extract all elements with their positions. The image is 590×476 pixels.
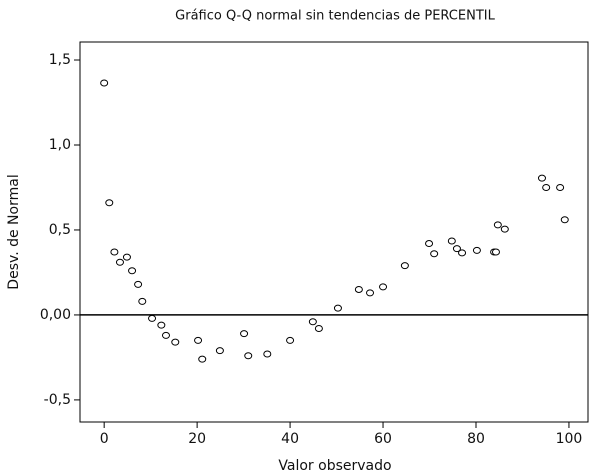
point bbox=[425, 240, 434, 248]
x-tick-label: 80 bbox=[467, 431, 485, 447]
point bbox=[491, 248, 500, 256]
y-tick-label: 0,5 bbox=[49, 222, 71, 238]
point bbox=[452, 245, 461, 253]
point bbox=[138, 297, 147, 305]
point bbox=[379, 283, 388, 291]
point bbox=[314, 325, 323, 333]
x-axis-label: Valor observado bbox=[278, 458, 391, 474]
point bbox=[128, 267, 137, 275]
plot-frame bbox=[79, 41, 589, 423]
point bbox=[430, 250, 439, 258]
point bbox=[400, 262, 409, 270]
x-tick-label: 40 bbox=[281, 431, 299, 447]
point bbox=[286, 336, 295, 344]
point bbox=[244, 352, 253, 360]
point bbox=[115, 258, 124, 266]
point bbox=[215, 347, 224, 355]
point bbox=[333, 304, 342, 312]
y-tick-label: 1,5 bbox=[49, 52, 71, 68]
point bbox=[500, 225, 509, 233]
point bbox=[366, 289, 375, 297]
point bbox=[105, 199, 114, 207]
y-tick-label: 1,0 bbox=[49, 137, 71, 153]
point bbox=[198, 355, 207, 363]
point bbox=[447, 237, 456, 245]
point bbox=[560, 216, 569, 224]
point bbox=[354, 285, 363, 293]
y-tick-label: 0,00 bbox=[40, 307, 71, 323]
point bbox=[472, 246, 481, 254]
point bbox=[148, 314, 157, 322]
point bbox=[542, 183, 551, 191]
point bbox=[122, 253, 131, 261]
point bbox=[161, 331, 170, 339]
point bbox=[157, 321, 166, 329]
point bbox=[194, 336, 203, 344]
y-tick-label: -0,5 bbox=[44, 392, 71, 408]
point bbox=[263, 350, 272, 358]
point bbox=[134, 280, 143, 288]
point bbox=[240, 330, 249, 338]
point bbox=[556, 183, 565, 191]
y-axis-label: Desv. de Normal bbox=[6, 174, 22, 289]
point bbox=[171, 338, 180, 346]
point bbox=[308, 318, 317, 326]
point bbox=[458, 249, 467, 257]
point bbox=[537, 174, 546, 182]
x-tick-label: 60 bbox=[374, 431, 392, 447]
x-tick-label: 0 bbox=[100, 431, 109, 447]
point bbox=[493, 221, 502, 229]
point bbox=[110, 248, 119, 256]
point bbox=[100, 79, 109, 87]
x-tick-label: 20 bbox=[188, 431, 206, 447]
chart-title: Gráfico Q-Q normal sin tendencias de PER… bbox=[175, 9, 495, 24]
x-tick-label: 100 bbox=[556, 431, 583, 447]
